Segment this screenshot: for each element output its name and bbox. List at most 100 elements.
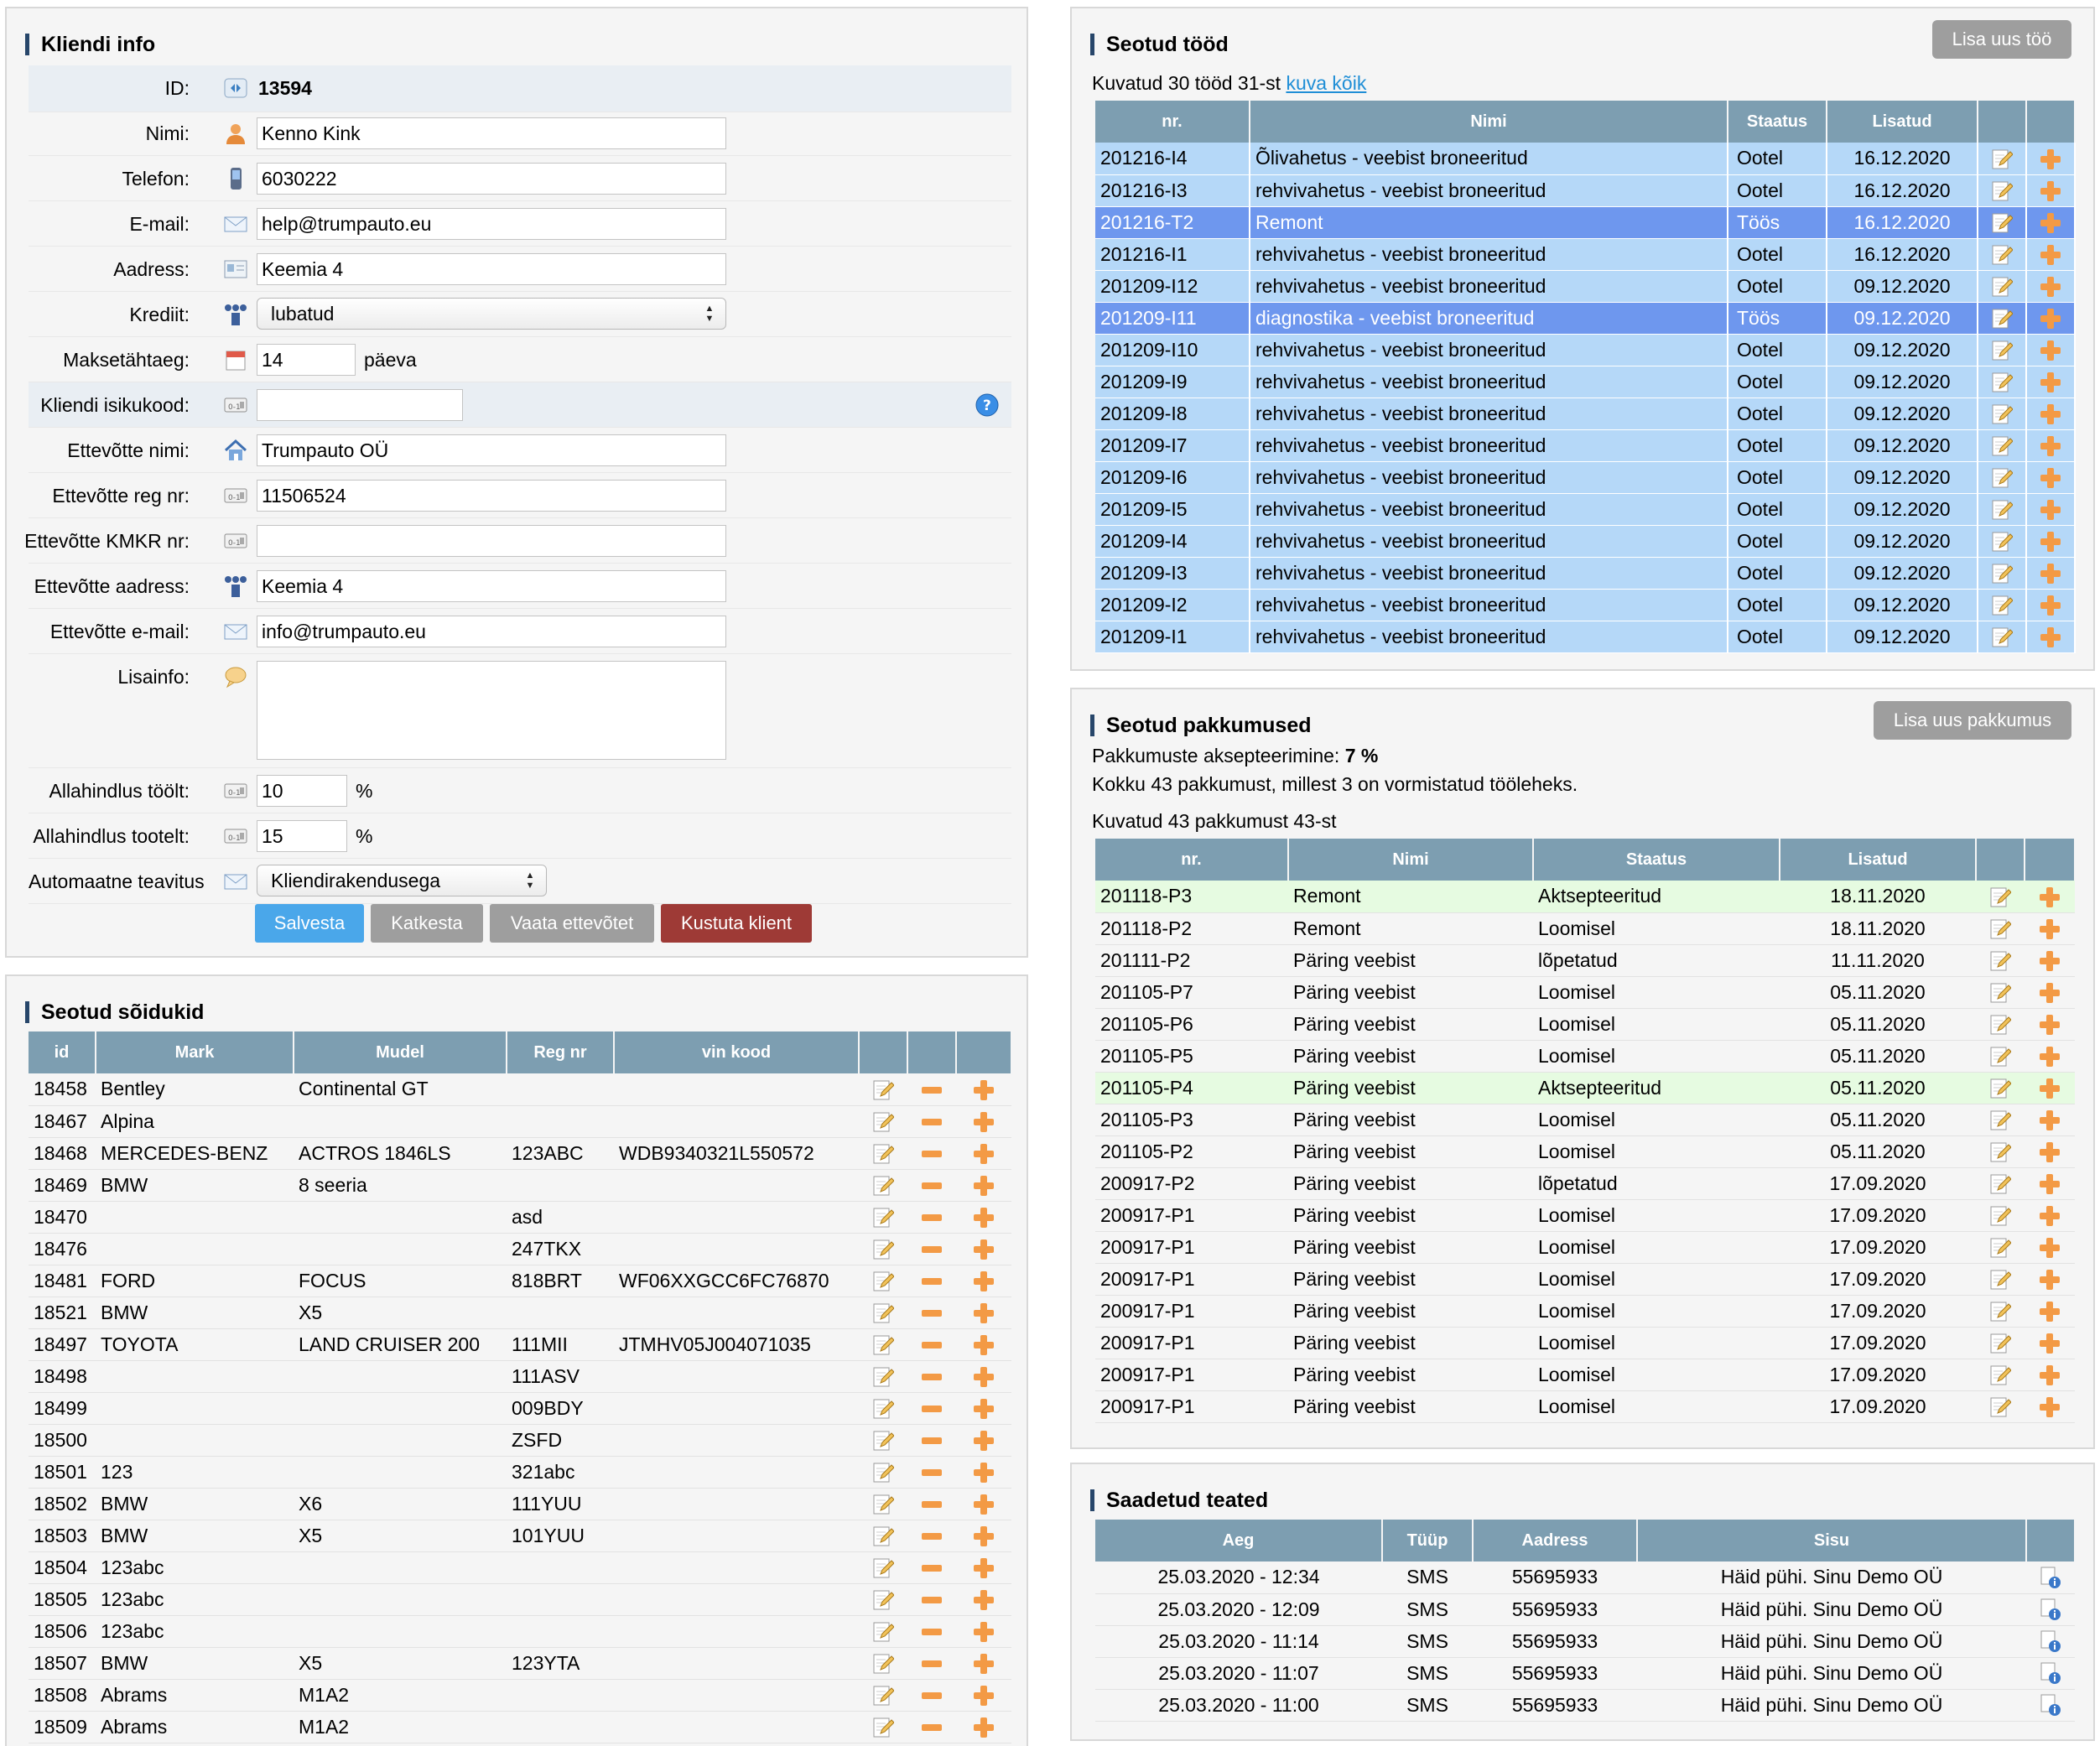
add-icon[interactable] (2040, 1270, 2060, 1291)
add-icon[interactable] (2040, 595, 2061, 616)
column-header[interactable]: vin kood (614, 1031, 860, 1073)
message-info-icon[interactable] (2040, 1598, 2061, 1621)
offer-row[interactable]: 200917-P1 Päring veebist Loomisel 17.09.202… (1095, 1327, 2075, 1359)
column-header[interactable]: Sisu (1637, 1520, 2027, 1562)
edit-icon[interactable] (1991, 402, 2014, 425)
offer-row[interactable]: 200917-P1 Päring veebist Loomisel 17.09.202… (1095, 1199, 2075, 1232)
auto-notify-select[interactable]: Kliendirakendusega ▲▼ (257, 865, 547, 896)
offer-row[interactable]: 201118-P2 Remont Loomisel 18.11.2020 (1095, 912, 2075, 945)
vehicle-row[interactable]: 18469 BMW 8 seeria (29, 1169, 1011, 1202)
remove-icon[interactable] (922, 1469, 942, 1477)
add-icon[interactable] (2040, 887, 2060, 908)
edit-icon[interactable] (1989, 948, 2012, 972)
remove-icon[interactable] (922, 1724, 942, 1732)
column-header[interactable]: Mudel (294, 1031, 507, 1073)
remove-icon[interactable] (922, 1374, 942, 1381)
vehicle-row[interactable]: 18467 Alpina (29, 1105, 1011, 1138)
offer-row[interactable]: 201105-P6 Päring veebist Loomisel 05.11.202… (1095, 1008, 2075, 1041)
vehicle-row[interactable]: 18506 123abc (29, 1615, 1011, 1648)
message-row[interactable]: 25.03.2020 - 11:00 SMS 55695933 Häid pühi. … (1095, 1689, 2075, 1722)
column-header[interactable]: nr. (1095, 839, 1289, 881)
add-icon[interactable] (2040, 1333, 2060, 1354)
add-icon[interactable] (2040, 340, 2061, 361)
offer-row[interactable]: 201118-P3 Remont Aktsepteeritud 18.11.2020 (1095, 881, 2075, 913)
add-icon[interactable] (974, 1431, 994, 1452)
job-row[interactable]: 201209-I7 rehvivahetus - veebist broneeri… (1095, 429, 2076, 462)
message-info-icon[interactable] (2040, 1661, 2061, 1685)
edit-icon[interactable] (1991, 338, 2014, 361)
edit-icon[interactable] (872, 1301, 895, 1324)
job-row[interactable]: 201216-I1 rehvivahetus - veebist broneeri… (1095, 238, 2076, 271)
remove-icon[interactable] (922, 1437, 942, 1445)
add-icon[interactable] (2040, 309, 2061, 330)
column-header[interactable]: Aeg (1095, 1520, 1383, 1562)
add-icon[interactable] (974, 1654, 994, 1675)
column-header[interactable]: Nimi (1250, 101, 1728, 143)
add-icon[interactable] (2040, 1397, 2060, 1418)
vehicle-row[interactable]: 18497 TOYOTA LAND CRUISER 200 111MII JTMHV05… (29, 1328, 1011, 1361)
vehicle-row[interactable]: 18470 asd (29, 1201, 1011, 1234)
vehicle-row[interactable]: 18498 111ASV (29, 1360, 1011, 1393)
edit-icon[interactable] (1989, 917, 2012, 940)
edit-icon[interactable] (1989, 1363, 2012, 1386)
save-button[interactable]: Salvesta (255, 904, 364, 943)
name-input[interactable]: Kenno Kink (257, 117, 726, 149)
cancel-button[interactable]: Katkesta (371, 904, 483, 943)
edit-icon[interactable] (1989, 980, 2012, 1004)
add-icon[interactable] (2040, 1142, 2060, 1163)
add-icon[interactable] (2040, 951, 2060, 972)
message-info-icon[interactable] (2040, 1693, 2061, 1717)
edit-icon[interactable] (872, 1524, 895, 1547)
phone-input[interactable]: 6030222 (257, 163, 726, 195)
edit-icon[interactable] (1991, 147, 2014, 170)
add-icon[interactable] (2040, 1302, 2060, 1322)
add-icon[interactable] (2040, 213, 2061, 234)
edit-icon[interactable] (1991, 561, 2014, 585)
add-icon[interactable] (2040, 468, 2061, 489)
edit-icon[interactable] (1991, 274, 2014, 298)
column-header[interactable]: Aadress (1473, 1520, 1638, 1562)
edit-icon[interactable] (1991, 497, 2014, 521)
offer-row[interactable]: 201111-P2 Päring veebist lõpetatud 11.11.20… (1095, 944, 2075, 977)
offer-row[interactable]: 200917-P1 Päring veebist Loomisel 17.09.202… (1095, 1231, 2075, 1264)
remove-icon[interactable] (922, 1119, 942, 1126)
vehicle-row[interactable]: 18458 Bentley Continental GT (29, 1073, 1011, 1106)
column-header[interactable]: Lisatud (1827, 101, 1978, 143)
payment-term-input[interactable]: 14 (257, 344, 356, 376)
remove-icon[interactable] (922, 1692, 942, 1700)
add-icon[interactable] (974, 1271, 994, 1292)
vehicle-row[interactable]: 18509 Abrams M1A2 (29, 1711, 1011, 1743)
edit-icon[interactable] (872, 1460, 895, 1484)
vehicle-row[interactable]: 18504 123abc (29, 1551, 1011, 1584)
edit-icon[interactable] (1989, 1331, 2012, 1354)
add-icon[interactable] (974, 1367, 994, 1388)
vehicle-row[interactable]: 18481 FORD FOCUS 818BRT WF06XXGCC6FC76870 (29, 1265, 1011, 1297)
address-input[interactable]: Keemia 4 (257, 253, 726, 285)
remove-icon[interactable] (922, 1310, 942, 1317)
vehicle-row[interactable]: 18508 Abrams M1A2 (29, 1679, 1011, 1712)
offer-row[interactable]: 201105-P5 Päring veebist Loomisel 05.11.202… (1095, 1040, 2075, 1073)
add-icon[interactable] (2040, 277, 2061, 298)
email-input[interactable]: help@trumpauto.eu (257, 208, 726, 240)
job-row[interactable]: 201216-I3 rehvivahetus - veebist broneeri… (1095, 174, 2076, 207)
remove-icon[interactable] (922, 1278, 942, 1286)
edit-icon[interactable] (1991, 179, 2014, 202)
edit-icon[interactable] (1989, 1395, 2012, 1418)
edit-icon[interactable] (872, 1141, 895, 1165)
column-header[interactable]: Staatus (1728, 101, 1827, 143)
edit-icon[interactable] (1989, 1108, 2012, 1131)
remove-icon[interactable] (922, 1501, 942, 1509)
add-icon[interactable] (2040, 181, 2061, 202)
message-row[interactable]: 25.03.2020 - 11:14 SMS 55695933 Häid pühi. … (1095, 1625, 2075, 1658)
add-icon[interactable] (974, 1239, 994, 1260)
vehicle-row[interactable]: 18502 BMW X6 111YUU (29, 1488, 1011, 1520)
edit-icon[interactable] (1989, 1140, 2012, 1163)
add-icon[interactable] (974, 1717, 994, 1738)
remove-icon[interactable] (922, 1406, 942, 1413)
edit-icon[interactable] (872, 1333, 895, 1356)
add-icon[interactable] (2040, 372, 2061, 393)
add-icon[interactable] (2040, 627, 2061, 648)
column-header[interactable]: Reg nr (507, 1031, 615, 1073)
company-address-input[interactable]: Keemia 4 (257, 570, 726, 602)
edit-icon[interactable] (1991, 529, 2014, 553)
